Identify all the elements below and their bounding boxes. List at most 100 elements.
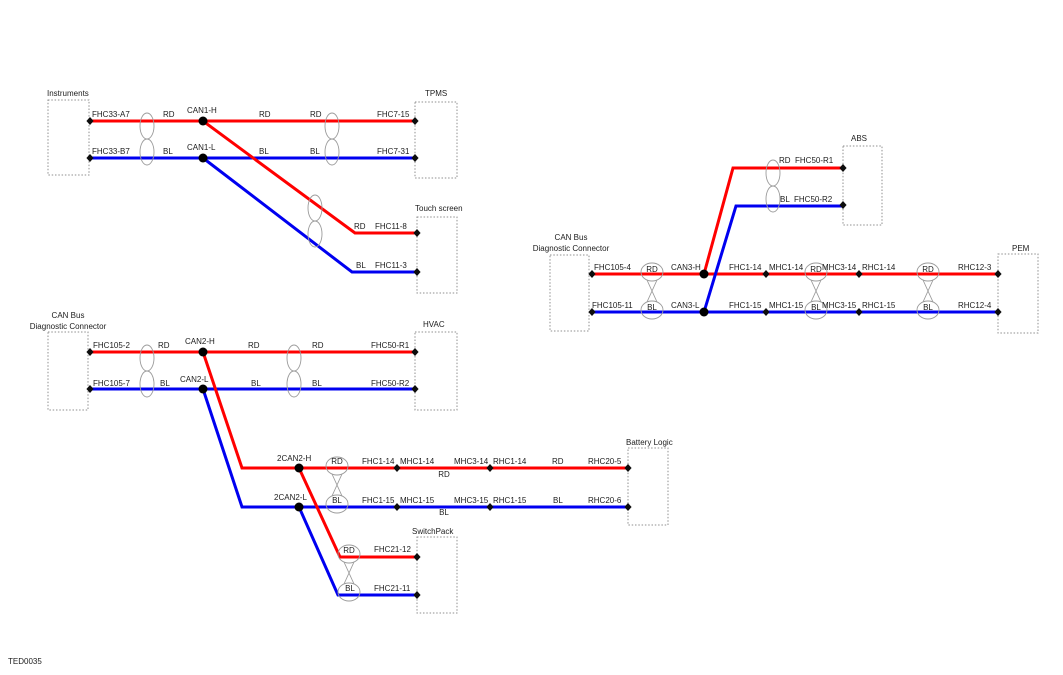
diagram-id-label: TED0035 [8, 657, 42, 666]
pin-label: FHC1-14 [362, 457, 395, 466]
can3-abs-low-wire [702, 204, 843, 313]
switchpack-connector-box [416, 536, 458, 614]
tpms-box-label: TPMS [425, 89, 447, 98]
can1-section: Instruments TPMS Touch screen FHC33-A7 R… [47, 89, 463, 294]
wire-color-label: RD [646, 265, 658, 274]
touch-screen-box-label: Touch screen [415, 204, 463, 213]
junction-label: CAN1-L [187, 143, 216, 152]
junction-label: CAN2-L [180, 375, 209, 384]
pin-label: FHC50-R2 [794, 195, 833, 204]
wire-color-label: RD [163, 110, 175, 119]
junction-label: CAN2-H [185, 337, 215, 346]
pin-label: FHC105-7 [93, 379, 130, 388]
pin-label: RHC1-15 [493, 496, 527, 505]
junction-node-2can2-h [294, 463, 304, 473]
wire-color-label: BL [356, 261, 366, 270]
battery-logic-connector-box [627, 447, 669, 526]
pin-label: FHC1-15 [729, 301, 762, 310]
pin-label: FHC105-2 [93, 341, 130, 350]
wire-color-label: RD [552, 457, 564, 466]
wire-color-label: BL [345, 584, 355, 593]
junction-node-can2-l [198, 384, 208, 394]
connector-pin-diamond [413, 268, 421, 276]
connector-pin-diamond [413, 591, 421, 599]
wire-color-label: RD [810, 265, 822, 274]
pin-label: MHC1-14 [769, 263, 804, 272]
junction-node-can1-h [198, 116, 208, 126]
pin-label: MHC1-14 [400, 457, 435, 466]
can3-diagnostic-connector-box [549, 254, 590, 332]
can1-touch-high-wire [202, 119, 417, 235]
pin-label: MHC3-15 [454, 496, 489, 505]
diagnostic-connector-label-line1: CAN Bus [52, 311, 85, 320]
wire-color-label: RD [259, 110, 271, 119]
connector-pin-diamond [411, 154, 419, 162]
pin-label: FHC33-A7 [92, 110, 130, 119]
junction-label: 2CAN2-L [274, 493, 307, 502]
pin-label: RHC1-14 [493, 457, 527, 466]
connector-pin-diamond [994, 308, 1002, 316]
pin-label: MHC1-15 [769, 301, 804, 310]
wire-color-label: RD [438, 470, 450, 479]
diagnostic-connector-label-line1: CAN Bus [555, 233, 588, 242]
connector-pin-diamond [411, 117, 419, 125]
pin-label: FHC1-14 [729, 263, 762, 272]
abs-connector-box [842, 145, 883, 226]
abs-box-label: ABS [851, 134, 867, 143]
wire-color-label: BL [312, 379, 322, 388]
wire-color-label: RD [779, 156, 791, 165]
wire-color-label: BL [310, 147, 320, 156]
wire-color-label: BL [647, 303, 657, 312]
diagnostic-connector-label-line2: Diagnostic Connector [533, 244, 610, 253]
pin-label: MHC1-15 [400, 496, 435, 505]
pin-label: FHC1-15 [362, 496, 395, 505]
tpms-connector-box [414, 101, 458, 179]
junction-label: 2CAN2-H [277, 454, 311, 463]
junction-label: CAN1-H [187, 106, 217, 115]
connector-pin-diamond [413, 553, 421, 561]
wire-color-label: BL [163, 147, 173, 156]
pin-label: FHC50-R1 [795, 156, 834, 165]
wire-color-label: RD [331, 457, 343, 466]
wire-color-label: BL [160, 379, 170, 388]
pin-label: FHC105-4 [594, 263, 631, 272]
pin-label: RHC1-15 [862, 301, 896, 310]
junction-node-2can2-l [294, 502, 304, 512]
pin-label: FHC21-12 [374, 545, 411, 554]
wire-color-label: RD [248, 341, 260, 350]
connector-pin-diamond [994, 270, 1002, 278]
can1-touch-low-wire [202, 156, 417, 274]
can2-battery-high-wire [201, 351, 628, 470]
junction-node-can1-l [198, 153, 208, 163]
switchpack-box-label: SwitchPack [412, 527, 454, 536]
connector-pin-diamond [411, 348, 419, 356]
hvac-connector-box [414, 331, 458, 411]
hvac-box-label: HVAC [423, 320, 445, 329]
touch-screen-connector-box [416, 216, 458, 294]
pin-label: RHC1-14 [862, 263, 896, 272]
junction-label: CAN3-L [671, 301, 700, 310]
instruments-box-label: Instruments [47, 89, 89, 98]
can2-section: CAN Bus Diagnostic Connector HVAC Batter… [30, 311, 673, 614]
connector-pin-diamond [624, 503, 632, 511]
can2-switch-high-wire [297, 467, 417, 559]
wire-color-label: BL [251, 379, 261, 388]
can3-abs-high-wire [702, 166, 843, 275]
pin-label: MHC3-14 [822, 263, 857, 272]
can2-diagnostic-connector-box [47, 331, 89, 411]
wire-color-label: BL [439, 508, 449, 517]
pin-label: RHC20-6 [588, 496, 622, 505]
connector-pin-diamond [624, 464, 632, 472]
wire-color-label: RD [922, 265, 934, 274]
wire-color-label: BL [332, 496, 342, 505]
battery-logic-box-label: Battery Logic [626, 438, 673, 447]
wire-color-label: BL [553, 496, 563, 505]
wire-color-label: RD [158, 341, 170, 350]
connector-pin-diamond [839, 164, 847, 172]
wire-color-label: RD [343, 546, 355, 555]
pin-label: MHC3-15 [822, 301, 857, 310]
pin-label: RHC12-4 [958, 301, 992, 310]
wire-color-label: RD [310, 110, 322, 119]
